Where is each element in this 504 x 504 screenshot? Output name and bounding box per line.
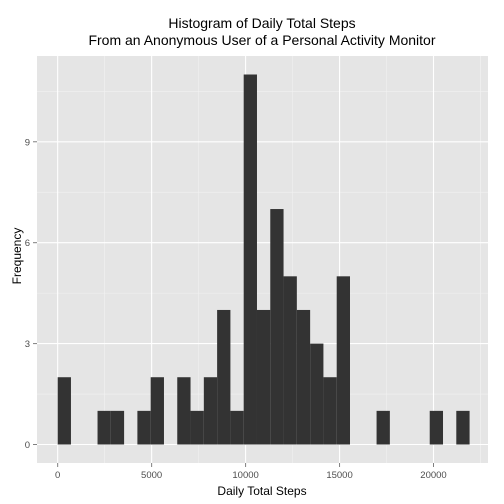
histogram-bar [57, 377, 71, 445]
x-axis-ticks: 0 5000 10000 15000 20000 [55, 463, 447, 481]
histogram-bar [177, 377, 191, 445]
y-tick-label: 0 [25, 440, 30, 451]
x-axis-label: Daily Total Steps [217, 484, 306, 498]
y-tick-label: 9 [25, 137, 30, 148]
histogram-bars [57, 74, 470, 445]
histogram-bar [137, 410, 151, 445]
chart-title-line-1: Histogram of Daily Total Steps [168, 15, 355, 31]
histogram-bar [429, 410, 444, 445]
chart-title-line-2: From an Anonymous User of a Personal Act… [88, 32, 435, 48]
histogram-bar [243, 74, 257, 445]
histogram-bar [110, 410, 125, 445]
y-axis-label: Frequency [10, 228, 24, 285]
histogram-bar [456, 410, 470, 445]
histogram-bar [310, 343, 324, 445]
histogram-bar [296, 309, 311, 445]
histogram-bar [203, 377, 218, 445]
x-tick-label: 15000 [326, 470, 352, 481]
y-tick-label: 6 [25, 238, 30, 249]
y-axis-ticks: 0 3 6 9 [25, 137, 37, 451]
histogram-bar [150, 377, 164, 445]
x-tick-label: 20000 [420, 470, 446, 481]
histogram-bar [283, 276, 297, 445]
x-tick-label: 0 [55, 470, 60, 481]
histogram-bar [256, 309, 271, 445]
histogram-bar [376, 410, 390, 445]
x-tick-label: 10000 [232, 470, 258, 481]
histogram-bar [97, 410, 111, 445]
histogram-bar [190, 410, 204, 445]
histogram-bar [217, 309, 231, 445]
histogram-bar [270, 209, 284, 445]
histogram-bar [336, 276, 350, 445]
y-tick-label: 3 [25, 339, 30, 350]
x-tick-label: 5000 [141, 470, 162, 481]
histogram-bar [323, 377, 337, 445]
histogram-bar [230, 410, 244, 445]
